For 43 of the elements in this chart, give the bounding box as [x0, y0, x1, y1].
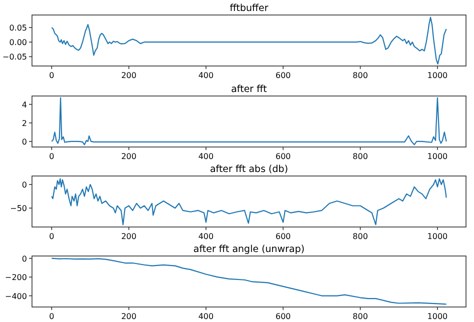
y-tick-label: −200 [5, 273, 27, 282]
x-tick-label: 1000 [427, 152, 448, 161]
y-tick-label: −50 [10, 204, 27, 214]
x-tick-label: 1000 [427, 312, 448, 321]
x-tick-label: 600 [276, 71, 291, 80]
x-tick-label: 800 [352, 312, 368, 321]
chart-title: after fft angle (unwrap) [193, 244, 305, 255]
x-tick-label: 0 [49, 152, 54, 161]
x-tick-label: 600 [276, 232, 291, 241]
x-tick-label: 0 [49, 312, 54, 321]
x-tick-label: 0 [49, 232, 54, 241]
line-series [51, 16, 447, 65]
x-tick-label: 200 [121, 312, 136, 321]
x-tick-label: 400 [198, 312, 214, 321]
x-tick-label: 0 [49, 71, 54, 80]
x-tick-label: 800 [352, 232, 368, 241]
y-tick-label: 0 [22, 180, 27, 190]
x-tick-label: 1000 [427, 232, 448, 241]
chart-title: fftbuffer [230, 3, 268, 14]
y-tick-label: 0 [22, 137, 27, 146]
y-tick-label: 4 [22, 100, 27, 110]
chart-title: after fft abs (db) [210, 164, 288, 175]
line-series [51, 97, 447, 146]
x-tick-label: 1000 [427, 71, 448, 80]
y-tick-label: −400 [5, 292, 27, 301]
y-tick-label: −0.05 [2, 52, 27, 62]
x-tick-label: 800 [352, 152, 368, 161]
x-tick-label: 200 [121, 71, 136, 80]
line-series [51, 258, 447, 305]
x-tick-label: 200 [121, 232, 136, 241]
x-tick-label: 400 [198, 71, 214, 80]
line-series [51, 178, 447, 226]
x-tick-label: 600 [276, 152, 291, 161]
x-tick-label: 800 [352, 71, 368, 80]
y-tick-label: 2 [22, 118, 27, 128]
y-tick-label: 0.00 [9, 38, 27, 48]
chart-title: after fft [231, 84, 268, 95]
x-tick-label: 400 [198, 152, 214, 161]
x-tick-label: 400 [198, 232, 214, 241]
y-tick-label: 0 [22, 254, 27, 264]
x-tick-label: 200 [121, 152, 136, 161]
y-tick-label: 0.05 [9, 24, 27, 33]
x-tick-label: 600 [276, 312, 291, 321]
